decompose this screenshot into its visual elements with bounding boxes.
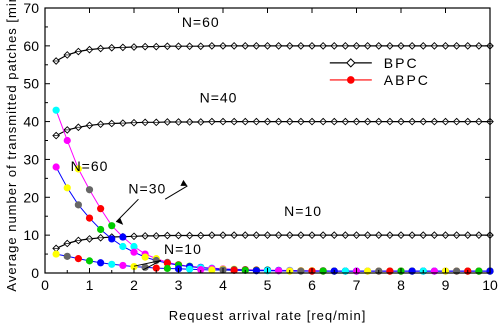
annotations-layer: N=60 N=40 N=60 N=30 N=10 N=10 <box>71 14 322 271</box>
annotation-label: N=60 <box>182 14 220 30</box>
data-point <box>319 267 327 275</box>
data-point <box>97 205 105 213</box>
y-tick-label: 40 <box>23 114 39 130</box>
series-line <box>55 166 490 272</box>
y-tick-label: 30 <box>23 151 39 167</box>
data-point <box>230 266 238 274</box>
data-point <box>453 267 461 275</box>
x-tick-label: 0 <box>41 277 49 293</box>
legend-item-abpc: ABPC <box>329 72 430 88</box>
annotation-arrow <box>164 185 188 200</box>
data-point <box>197 265 205 274</box>
y-tick-label: 20 <box>23 189 39 205</box>
data-point <box>85 186 94 194</box>
data-point <box>52 163 60 171</box>
data-point <box>163 259 171 267</box>
data-point <box>130 262 138 271</box>
y-tick-label: 70 <box>23 0 39 16</box>
data-point <box>130 242 138 251</box>
data-point <box>386 267 394 275</box>
data-point <box>152 264 160 272</box>
annotation-arrow <box>115 198 139 223</box>
annotation-label: N=10 <box>164 241 202 257</box>
legend-label: ABPC <box>384 72 430 88</box>
series-bpc-n40 <box>52 117 494 140</box>
ticks-layer: 0 1 2 3 4 5 6 7 8 9 10 0 10 20 30 40 50 60 70 <box>23 0 498 293</box>
x-tick-label: 9 <box>442 277 450 293</box>
data-point <box>85 214 94 222</box>
annotation-label: N=10 <box>284 203 322 219</box>
annotation-arrowhead <box>116 217 124 225</box>
series-line <box>56 253 490 272</box>
legend-marker <box>346 58 356 68</box>
data-point <box>74 165 82 173</box>
legend-marker <box>347 76 355 84</box>
data-point <box>85 257 94 265</box>
series-line <box>55 234 490 249</box>
data-point <box>97 259 105 267</box>
data-point <box>130 248 138 256</box>
x-axis-label: Request arrival rate [req/min] <box>169 308 367 323</box>
series-line <box>55 120 490 137</box>
x-tick-label: 8 <box>397 277 405 293</box>
x-tick-label: 3 <box>175 277 183 293</box>
series-layer <box>52 42 494 275</box>
annotation-arrow <box>142 260 161 271</box>
annotation-label: N=30 <box>128 181 166 197</box>
annotation-label: N=60 <box>71 158 109 174</box>
annotation-arrowhead <box>180 179 188 186</box>
x-tick-label: 2 <box>130 277 138 293</box>
data-point <box>119 261 127 270</box>
data-point <box>408 267 416 275</box>
y-tick-label: 50 <box>23 76 39 92</box>
series-bpc-n10 <box>52 231 494 253</box>
annotation-label: N=40 <box>200 90 238 106</box>
data-point <box>108 235 116 243</box>
x-tick-label: 7 <box>353 277 361 293</box>
data-point <box>74 255 82 263</box>
x-tick-label: 1 <box>86 277 94 293</box>
x-tick-label: 5 <box>264 277 272 293</box>
x-tick-label: 4 <box>219 277 227 293</box>
x-tick-label: 6 <box>308 277 316 293</box>
data-point <box>297 267 305 275</box>
annotation-arrow <box>133 260 161 267</box>
y-tick-label: 10 <box>23 227 39 243</box>
data-point <box>141 263 149 271</box>
data-point <box>52 250 60 258</box>
legend-item-bpc: BPC <box>329 55 419 71</box>
series-bpc-n60 <box>52 42 494 65</box>
x-tick-label: 10 <box>482 277 498 293</box>
series-abpc-n10 <box>52 250 494 275</box>
data-point <box>141 253 149 261</box>
y-tick-label: 0 <box>31 265 39 281</box>
data-point <box>119 242 127 251</box>
data-point <box>63 184 71 192</box>
series-line <box>55 45 490 62</box>
data-point <box>430 267 438 275</box>
series-abpc-n60 <box>52 106 494 275</box>
data-point <box>364 267 372 275</box>
data-point <box>475 267 483 275</box>
data-point <box>97 225 105 234</box>
y-axis-label: Average number of transmitted patches [m… <box>4 0 19 292</box>
data-point <box>74 201 82 209</box>
legend-label: BPC <box>384 55 419 71</box>
data-point <box>341 267 349 275</box>
data-point <box>208 266 216 274</box>
data-point <box>108 222 116 230</box>
data-point <box>186 265 194 273</box>
data-point <box>163 264 171 273</box>
data-point <box>119 233 127 241</box>
data-point <box>63 136 71 145</box>
data-point <box>63 252 71 260</box>
y-tick-label: 60 <box>23 38 39 54</box>
data-point <box>108 260 116 268</box>
data-point <box>52 106 60 114</box>
